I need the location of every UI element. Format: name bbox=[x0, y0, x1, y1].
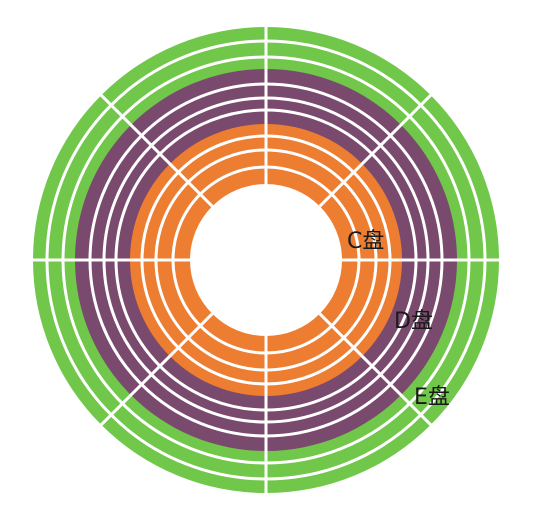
d-partition-label: D盘 bbox=[394, 309, 433, 334]
sector-line-2 bbox=[318, 312, 434, 428]
c-partition-label: C盘 bbox=[347, 229, 384, 254]
sector-lines bbox=[30, 24, 502, 496]
disk-center-hole bbox=[190, 184, 342, 336]
sector-line-8 bbox=[318, 92, 434, 208]
sector-line-6 bbox=[98, 92, 214, 208]
e-partition-label: E盘 bbox=[414, 385, 450, 410]
sector-line-4 bbox=[98, 312, 214, 428]
